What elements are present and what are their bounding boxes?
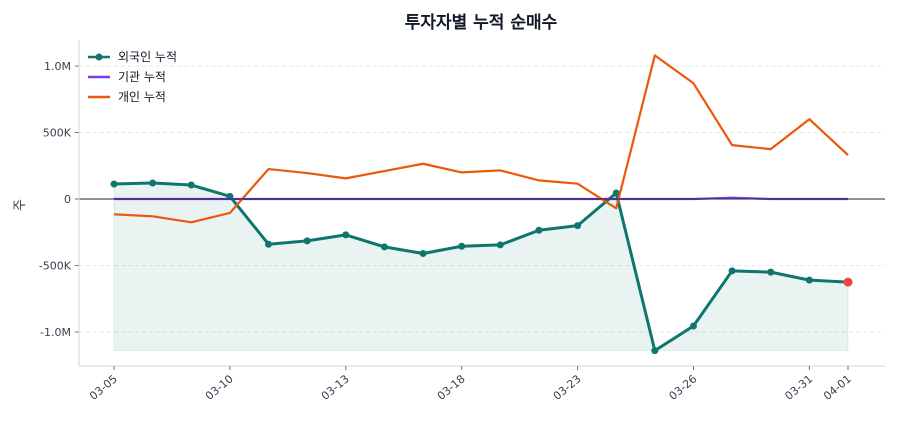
x-tick-label: 03-23 (551, 372, 584, 403)
data-point (149, 179, 157, 187)
data-point (728, 267, 736, 275)
y-tick-label: 1.0M (44, 60, 71, 73)
foreign-fill-area (113, 182, 849, 352)
x-tick-label: 03-10 (203, 372, 236, 403)
y-tick-label: 500K (43, 127, 72, 140)
last-data-point (843, 277, 853, 287)
legend-label: 기관 누적 (118, 70, 166, 84)
data-point (303, 237, 311, 245)
x-tick-label: 03-05 (87, 372, 120, 403)
x-tick-label: 04-01 (821, 372, 854, 403)
series-line-2 (113, 54, 849, 224)
data-point (805, 276, 813, 284)
x-tick-label: 03-31 (782, 372, 815, 403)
data-point (110, 180, 118, 188)
data-point (767, 268, 775, 276)
data-point (496, 241, 504, 249)
legend-label: 외국인 누적 (118, 50, 177, 64)
y-axis-label: 주 (13, 199, 28, 211)
x-tick-label: 03-13 (319, 372, 352, 403)
y-tick-label: 0 (64, 193, 71, 206)
data-point (342, 231, 350, 239)
data-point (380, 243, 388, 251)
data-point (651, 347, 659, 355)
x-tick-label: 03-18 (435, 372, 468, 403)
data-point (535, 226, 543, 234)
y-tick-label: -1.0M (40, 326, 71, 339)
data-point (458, 242, 466, 250)
data-point (419, 250, 427, 258)
legend-label: 개인 누적 (118, 90, 166, 104)
x-tick-label: 03-26 (667, 372, 700, 403)
data-point (187, 181, 195, 189)
data-point (689, 322, 697, 330)
data-point (612, 189, 620, 197)
chart-title: 투자자별 누적 순매수 (405, 13, 558, 33)
legend-marker (95, 53, 103, 61)
data-point (265, 240, 273, 248)
data-point (574, 222, 582, 230)
y-tick-label: -500K (39, 260, 72, 273)
